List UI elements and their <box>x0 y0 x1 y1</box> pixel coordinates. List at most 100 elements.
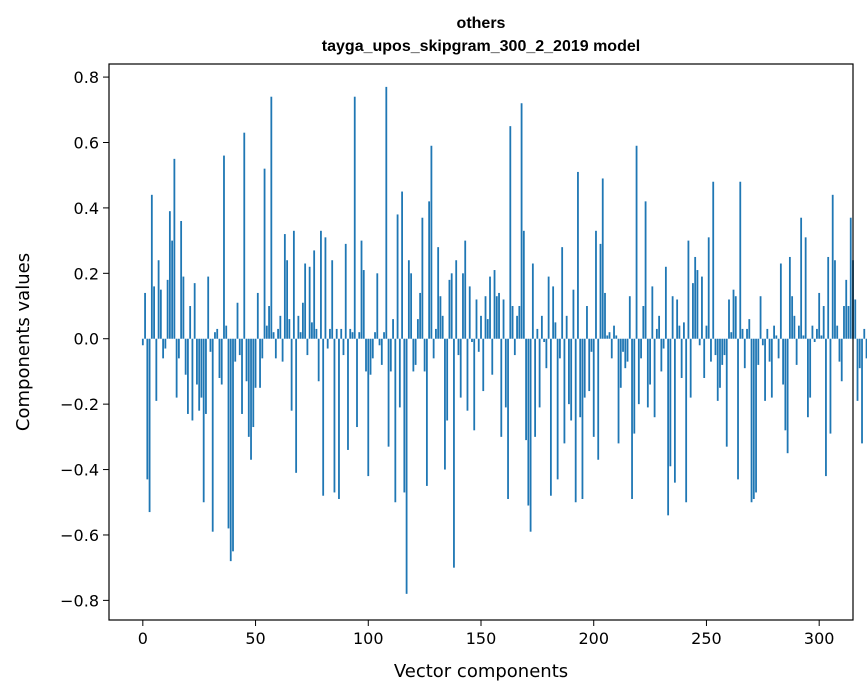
bar-270 <box>750 338 753 503</box>
bar-32 <box>214 332 216 339</box>
bar-95 <box>356 338 358 428</box>
bar-256 <box>719 338 721 388</box>
bar-171 <box>527 338 530 506</box>
bar-312 <box>845 279 848 339</box>
bar-43 <box>238 338 241 356</box>
bar-230 <box>660 338 663 372</box>
bar-6 <box>155 338 158 401</box>
bar-52 <box>259 338 261 388</box>
bar-302 <box>822 306 825 339</box>
bar-254 <box>714 338 717 356</box>
bar-216 <box>628 296 631 339</box>
bar-198 <box>588 338 591 392</box>
bar-118 <box>407 260 410 339</box>
bar-163 <box>509 126 512 339</box>
bar-233 <box>667 338 670 516</box>
bar-167 <box>518 306 521 339</box>
bar-317 <box>856 338 859 401</box>
bar-4 <box>150 194 153 339</box>
bar-232 <box>664 266 667 339</box>
bar-153 <box>486 319 489 339</box>
bar-282 <box>777 338 780 359</box>
bar-260 <box>728 299 730 339</box>
bar-11 <box>166 279 169 339</box>
bar-274 <box>759 296 762 339</box>
bar-237 <box>676 299 679 339</box>
y-tick-label: −0.8 <box>60 591 99 610</box>
y-tick-label: 0.6 <box>74 133 99 152</box>
bar-81 <box>324 237 327 339</box>
bar-110 <box>389 338 392 372</box>
bar-117 <box>405 338 408 594</box>
bar-147 <box>473 338 476 431</box>
bar-227 <box>653 338 656 418</box>
bar-192 <box>574 338 577 503</box>
bar-129 <box>432 338 435 359</box>
x-axis-ticks: 0 50 100 150 200 250 300 <box>138 620 834 648</box>
bar-90 <box>344 243 347 339</box>
bar-205 <box>604 292 606 339</box>
bar-215 <box>626 338 629 362</box>
bar-294 <box>804 237 807 339</box>
bar-190 <box>570 338 573 421</box>
bar-236 <box>673 338 676 483</box>
bar-73 <box>306 338 309 356</box>
bar-273 <box>757 338 760 365</box>
bar-74 <box>308 266 311 339</box>
bar-202 <box>597 338 600 460</box>
bar-267 <box>743 338 746 369</box>
bar-221 <box>640 338 642 359</box>
bar-223 <box>644 201 647 339</box>
bar-35 <box>220 338 223 385</box>
y-tick-label: 0.4 <box>74 199 99 218</box>
bar-24 <box>196 338 198 385</box>
y-axis-label: Components values <box>13 253 34 431</box>
bar-249 <box>703 338 706 378</box>
bar-127 <box>428 201 431 339</box>
bar-321 <box>865 338 867 359</box>
bar-188 <box>565 315 568 339</box>
y-tick-label: −0.4 <box>60 461 99 480</box>
bar-211 <box>617 338 620 444</box>
bar-91 <box>347 338 349 450</box>
bar-289 <box>793 315 796 339</box>
bar-55 <box>265 325 268 339</box>
bar-278 <box>768 338 771 362</box>
bar-119 <box>410 273 413 339</box>
bar-125 <box>423 338 426 372</box>
bar-257 <box>721 338 724 365</box>
bar-51 <box>256 292 259 339</box>
bar-220 <box>637 338 640 405</box>
x-tick-label: 250 <box>691 629 722 648</box>
bar-38 <box>227 338 230 529</box>
bar-18 <box>182 276 185 339</box>
bar-144 <box>466 338 469 411</box>
bar-252 <box>710 338 712 362</box>
bar-146 <box>471 338 473 342</box>
bar-266 <box>741 328 744 339</box>
bar-87 <box>338 338 340 499</box>
bar-291 <box>797 325 800 339</box>
bar-308 <box>836 325 839 339</box>
bar-165 <box>513 338 516 356</box>
bar-108 <box>385 86 388 339</box>
bar-269 <box>748 319 751 339</box>
bar-68 <box>295 338 298 473</box>
bar-9 <box>162 338 165 359</box>
bar-88 <box>340 328 343 339</box>
bar-206 <box>606 335 609 339</box>
bar-107 <box>383 332 385 339</box>
bar-170 <box>525 338 527 441</box>
bar-156 <box>493 270 496 339</box>
bar-150 <box>480 315 482 339</box>
bar-99 <box>365 338 367 372</box>
bar-86 <box>335 328 338 339</box>
bar-164 <box>511 306 514 339</box>
bar-113 <box>396 214 399 339</box>
bar-137 <box>450 273 453 339</box>
x-tick-label: 200 <box>578 629 609 648</box>
bar-295 <box>807 338 809 418</box>
bar-97 <box>360 240 363 339</box>
bar-279 <box>770 338 773 398</box>
bar-310 <box>840 338 843 382</box>
